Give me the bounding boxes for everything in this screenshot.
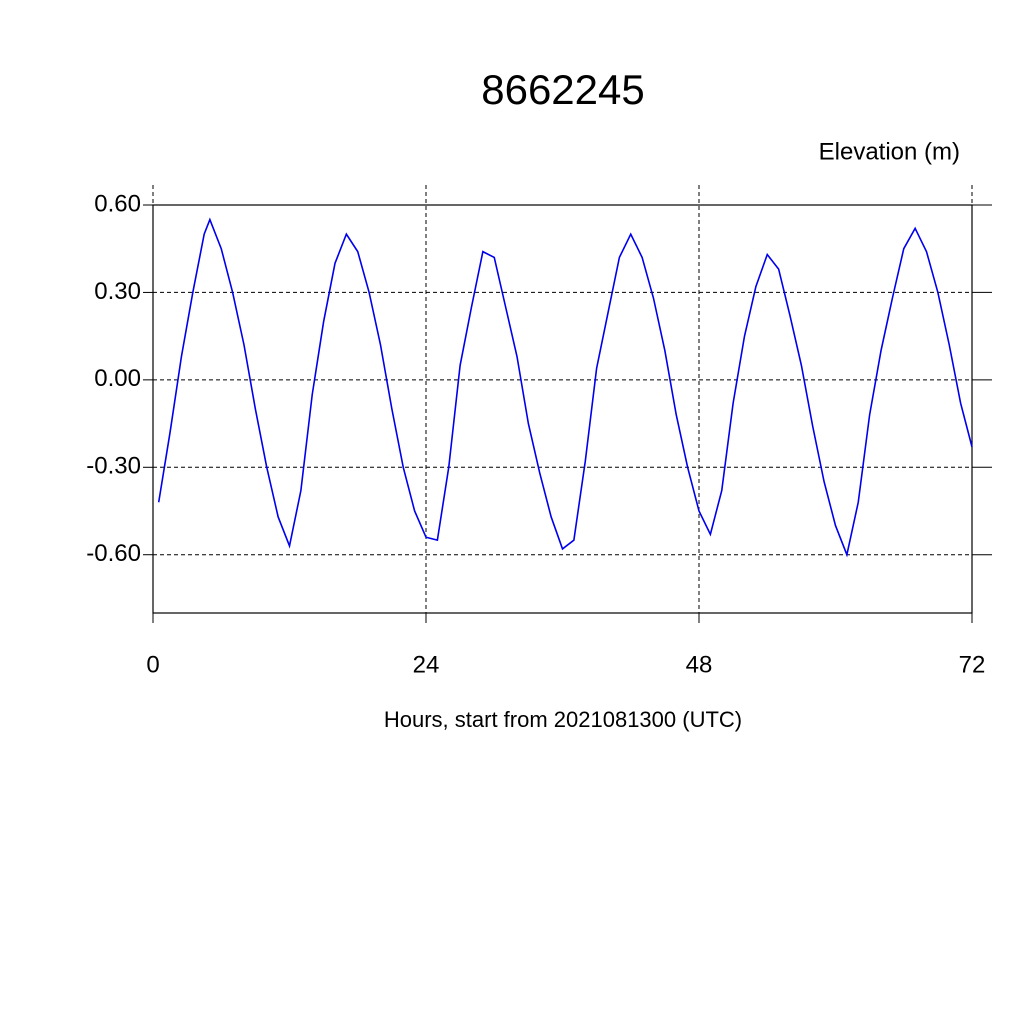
x-tick-label: 48 [686, 651, 713, 678]
y-tick-label: 0.60 [94, 190, 141, 217]
x-axis-label: Hours, start from 2021081300 (UTC) [384, 707, 742, 732]
y-tick-label: -0.60 [86, 540, 141, 567]
x-tick-label: 0 [146, 651, 159, 678]
chart-title: 8662245 [481, 66, 645, 113]
plot-frame [152, 204, 973, 614]
x-tick-label: 24 [413, 651, 440, 678]
y-tick-label: 0.00 [94, 365, 141, 392]
y-axis-label: Elevation (m) [819, 138, 960, 165]
y-tick-label: 0.30 [94, 278, 141, 305]
x-tick-label: 72 [959, 651, 986, 678]
series-line [157, 217, 973, 558]
y-tick-label: -0.30 [86, 453, 141, 480]
